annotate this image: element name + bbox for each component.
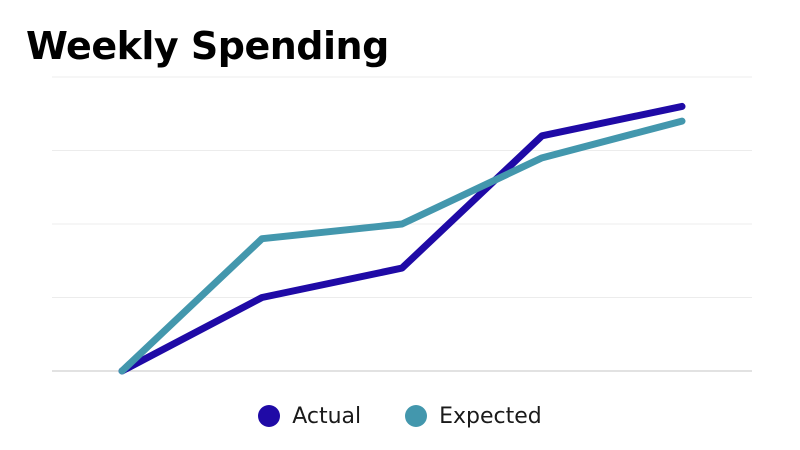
legend-item-expected: Expected	[405, 404, 542, 429]
legend-swatch-expected	[405, 405, 428, 427]
legend-item-actual: Actual	[258, 404, 361, 429]
series-line-expected	[118, 117, 686, 375]
chart-title: Weekly Spending	[26, 24, 389, 68]
legend-label-actual: Actual	[292, 403, 362, 429]
series-lines	[118, 102, 686, 375]
legend-label-expected: Expected	[439, 403, 542, 429]
legend: Actual Expected	[0, 396, 800, 436]
legend-swatch-actual	[258, 405, 281, 427]
